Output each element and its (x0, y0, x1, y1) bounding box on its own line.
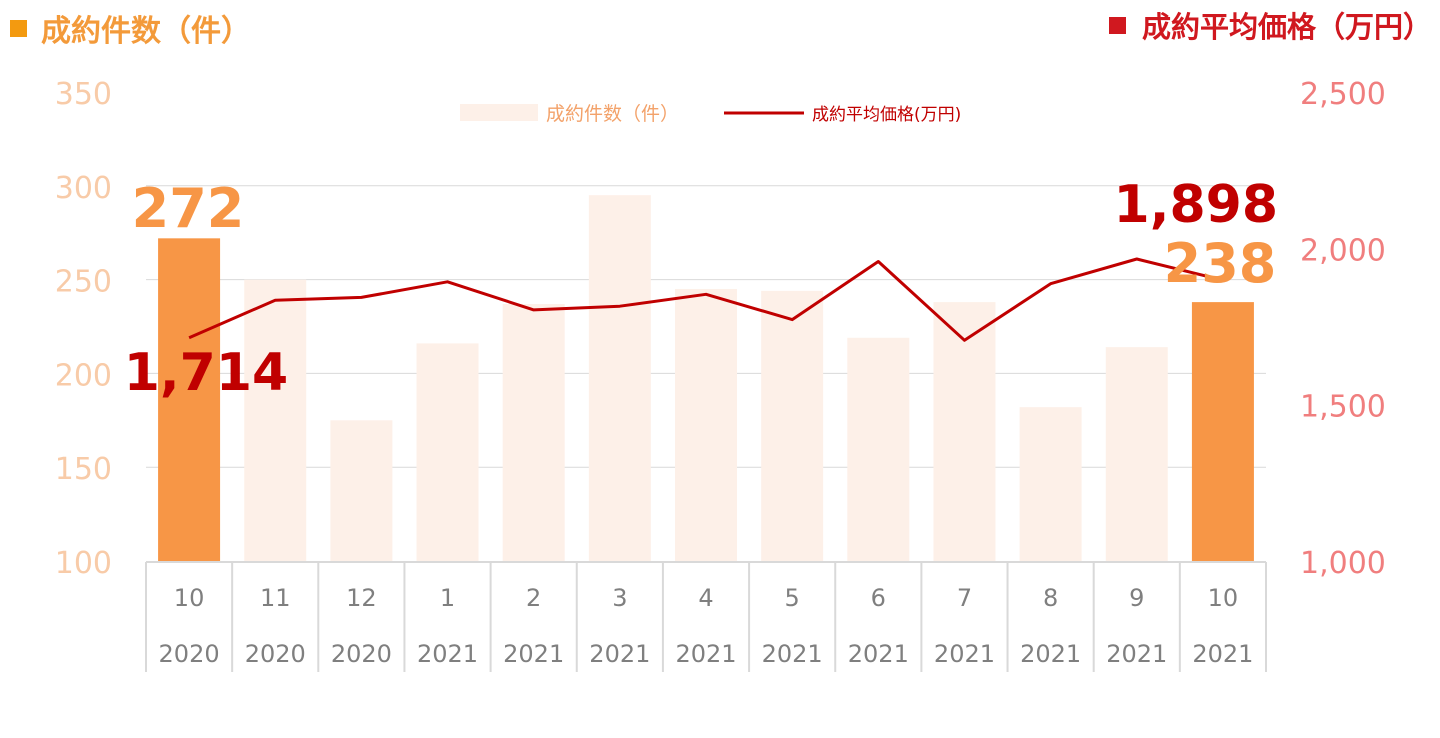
category-axis: 10 2020 11 2020 12 2020 1 2021 2 2021 3 2021 4 2021 5 2… (145, 561, 1267, 672)
right-axis: 1,000 1,500 2,000 2,500 (1300, 77, 1386, 581)
category-month-label: 10 (174, 584, 205, 612)
right-axis-title-text: 成約平均価格（万円） (1141, 10, 1432, 44)
category-year-label: 2021 (762, 640, 823, 668)
right-tick-label: 2,000 (1300, 233, 1386, 268)
category-month-label: 2 (526, 584, 541, 612)
bar (1019, 407, 1082, 561)
right-tick-label: 2,500 (1300, 77, 1386, 112)
bar (761, 290, 824, 561)
legend: 成約件数（件） 成約平均価格(万円) (460, 103, 961, 125)
category-year-label: 2021 (1106, 640, 1167, 668)
bar (158, 238, 221, 561)
category-year-label: 2021 (934, 640, 995, 668)
left-tick-label: 100 (55, 546, 112, 581)
left-tick-label: 250 (55, 265, 112, 300)
price-line (188, 257, 1224, 342)
category-month-label: 4 (698, 584, 713, 612)
bar (1191, 302, 1254, 561)
bar (244, 279, 307, 561)
bar (1105, 347, 1168, 561)
category-month-label: 6 (871, 584, 886, 612)
category-year-label: 2020 (245, 640, 306, 668)
bar (847, 337, 910, 561)
left-axis-title-text: 成約件数（件） (41, 14, 251, 49)
category-month-label: 10 (1208, 584, 1239, 612)
category-month-label: 3 (612, 584, 627, 612)
callouts: 272 1,714 1,898 238 (124, 175, 1278, 403)
callout-end-count: 238 (1164, 232, 1277, 295)
category-year-label: 2021 (503, 640, 564, 668)
category-year-label: 2021 (1192, 640, 1253, 668)
category-year-label: 2020 (331, 640, 392, 668)
bar (502, 303, 565, 561)
callout-start-price: 1,714 (124, 343, 288, 403)
category-month-label: 5 (785, 584, 800, 612)
left-tick-label: 200 (55, 358, 112, 393)
category-year-label: 2021 (1020, 640, 1081, 668)
legend-line-label: 成約平均価格(万円) (812, 105, 961, 125)
left-tick-label: 150 (55, 452, 112, 487)
category-month-label: 8 (1043, 584, 1058, 612)
category-month-label: 9 (1129, 584, 1144, 612)
category-year-label: 2021 (417, 640, 478, 668)
bar (330, 420, 393, 561)
price-line-path (188, 257, 1224, 342)
red-square-icon (1108, 16, 1126, 34)
bar (675, 288, 737, 561)
category-year-label: 2021 (848, 640, 909, 668)
right-axis-title: 成約平均価格（万円） (1108, 4, 1432, 46)
category-month-label: 12 (346, 584, 377, 612)
left-tick-label: 300 (55, 171, 112, 206)
left-axis: 100 150 200 250 300 350 (55, 77, 112, 581)
orange-square-icon (10, 19, 27, 37)
category-year-label: 2021 (675, 640, 736, 668)
right-tick-label: 1,500 (1300, 390, 1386, 425)
bars (158, 195, 1254, 561)
left-tick-label: 350 (55, 77, 112, 112)
bar (933, 302, 996, 561)
bar (588, 195, 651, 561)
category-month-label: 7 (957, 584, 972, 612)
category-year-label: 2020 (159, 640, 220, 668)
category-month-label: 11 (260, 584, 291, 612)
callout-start-count: 272 (132, 177, 245, 240)
category-year-label: 2021 (589, 640, 650, 668)
legend-bar-label: 成約件数（件） (546, 103, 679, 125)
left-axis-title: 成約件数（件） (10, 6, 251, 50)
bar (416, 343, 479, 561)
category-month-label: 1 (440, 584, 455, 612)
callout-end-price: 1,898 (1114, 175, 1278, 235)
right-tick-label: 1,000 (1300, 546, 1386, 581)
legend-bar-swatch (460, 104, 538, 121)
